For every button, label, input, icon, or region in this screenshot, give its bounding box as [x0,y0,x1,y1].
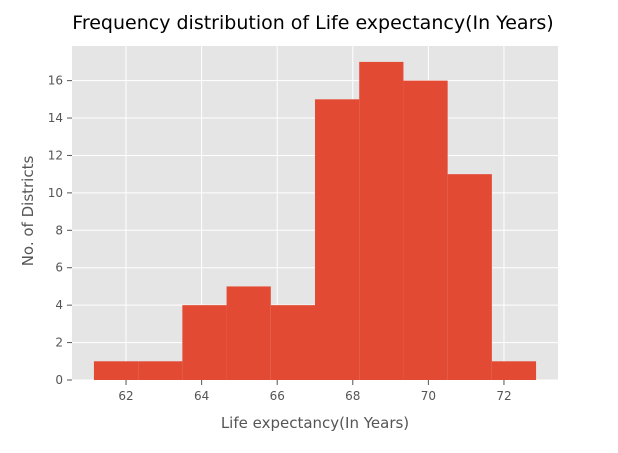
histogram-bar [403,80,448,381]
x-tick-label: 64 [194,389,209,403]
histogram-bar [491,361,537,380]
y-tick-label: 16 [48,74,63,88]
y-tick-label: 8 [55,223,63,237]
histogram-bar [182,305,227,380]
x-tick-label: 72 [496,389,511,403]
x-tick-label: 62 [118,389,133,403]
x-tick-label: 70 [421,389,436,403]
histogram-bar [359,61,404,381]
x-tick-label: 68 [345,389,360,403]
y-tick-label: 0 [55,373,63,387]
histogram-bar [138,361,183,380]
y-tick-label: 12 [48,148,63,162]
bars [93,61,537,381]
y-axis-label: No. of Districts [19,156,37,267]
x-tick-label: 66 [270,389,285,403]
histogram-bar [270,305,315,380]
y-tick-label: 10 [48,186,63,200]
chart-title: Frequency distribution of Life expectanc… [72,12,553,34]
histogram-bar [93,361,139,380]
histogram-bar [226,286,271,380]
y-tick-label: 14 [48,111,63,125]
histogram-bar [447,174,492,380]
y-axis-ticks: 0 2 4 6 8 10 12 14 16 [48,74,72,387]
histogram-bar [315,99,360,380]
y-tick-label: 6 [55,261,63,275]
x-axis-label: Life expectancy(In Years) [221,414,409,432]
y-tick-label: 4 [55,298,63,312]
y-tick-label: 2 [55,336,63,350]
x-axis-ticks: 62 64 66 68 70 72 [118,380,512,403]
